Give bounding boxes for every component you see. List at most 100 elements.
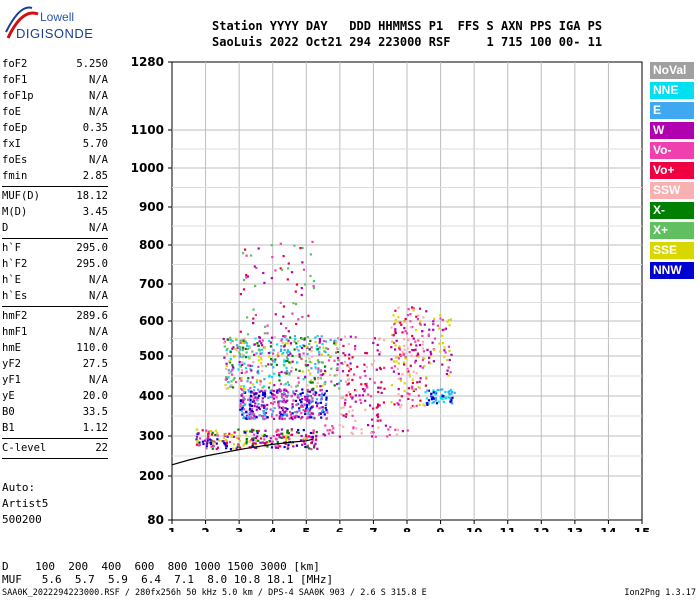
echo-point [242, 346, 245, 349]
echo-point [349, 368, 352, 371]
echo-point [240, 371, 243, 374]
echo-point [231, 386, 235, 389]
echo-point [439, 396, 442, 399]
echo-point [244, 371, 247, 375]
echo-point [432, 360, 435, 363]
echo-point [301, 398, 304, 401]
echo-point [285, 438, 288, 442]
echo-point [203, 439, 206, 442]
echo-point [257, 365, 260, 368]
echo-point [277, 351, 280, 354]
echo-point [392, 370, 395, 373]
echo-point [409, 406, 413, 409]
param-name: B0 [2, 406, 15, 418]
echo-point [286, 351, 289, 354]
echo-point [297, 396, 300, 399]
echo-point [242, 288, 246, 291]
echo-point [229, 342, 232, 345]
echo-point [394, 318, 397, 322]
echo-point [286, 359, 289, 362]
echo-point [294, 399, 298, 402]
echo-point [354, 345, 357, 348]
echo-point [241, 363, 244, 366]
echo-point [206, 438, 209, 441]
y-tick-label: 1000 [131, 161, 164, 175]
echo-point [256, 379, 259, 382]
echo-point [397, 306, 400, 309]
ionogram-svg: 1234567891011121314158020030040050060070… [131, 55, 651, 540]
echo-point [348, 365, 351, 368]
param-row: h`F 295.0 [2, 240, 108, 256]
echo-point [242, 388, 245, 391]
echo-point [249, 404, 252, 407]
echo-point [388, 433, 391, 437]
echo-point [372, 359, 376, 362]
echo-point [304, 436, 307, 440]
echo-point [238, 360, 241, 364]
echo-point [297, 318, 300, 321]
echo-point [230, 373, 234, 376]
echo-point [278, 388, 281, 391]
echo-point [254, 337, 257, 340]
echo-point [276, 389, 279, 392]
echo-point [345, 394, 348, 397]
echo-point [410, 354, 413, 357]
echo-point [238, 351, 241, 354]
echo-point [240, 377, 243, 380]
echo-point [313, 446, 316, 449]
echo-point [376, 349, 379, 352]
echo-point [450, 388, 453, 391]
echo-point [318, 347, 321, 350]
echo-point [290, 366, 293, 369]
echo-point [335, 374, 338, 377]
echo-point [331, 425, 334, 428]
file-info-footer: SAA0K_2022294223000.RSF / 280fx256h 50 k… [2, 588, 427, 598]
echo-point [359, 398, 362, 401]
echo-point [289, 411, 292, 414]
echo-point [406, 332, 409, 335]
echo-point [254, 442, 257, 445]
echo-point [305, 403, 309, 406]
echo-point [422, 316, 425, 319]
echo-point [336, 350, 339, 354]
echo-point [234, 348, 237, 351]
param-row: fmin 2.85 [2, 168, 108, 184]
echo-point [271, 396, 274, 399]
echo-point [271, 413, 274, 416]
echo-point [325, 395, 328, 398]
echo-point [295, 444, 298, 447]
legend-nne-entry: NNE [650, 82, 694, 99]
echo-point [321, 393, 324, 396]
echo-point [324, 365, 327, 368]
echo-point [248, 390, 251, 393]
echo-point [360, 428, 363, 431]
echo-point [266, 416, 269, 419]
echo-point [321, 343, 324, 346]
echo-point [394, 428, 397, 431]
echo-point [443, 328, 446, 331]
echo-point [312, 387, 315, 390]
echo-point [290, 271, 294, 274]
echo-point [333, 374, 336, 377]
echo-point [229, 357, 232, 361]
echo-point [307, 407, 310, 410]
echo-point [232, 346, 235, 349]
param-value: N/A [89, 326, 108, 338]
echo-point [259, 380, 262, 383]
echo-point [434, 397, 438, 400]
param-name: h`F [2, 242, 21, 254]
echo-point [304, 397, 307, 400]
echo-point [227, 386, 230, 390]
echo-point [278, 417, 281, 420]
echo-point [252, 389, 256, 392]
echo-point [248, 407, 252, 410]
echo-point [290, 428, 293, 431]
param-row: B0 33.5 [2, 404, 108, 420]
echo-point [261, 400, 264, 403]
echo-point [359, 376, 362, 379]
echo-point [275, 414, 278, 417]
echo-point [428, 356, 431, 359]
echo-point [278, 436, 281, 439]
echo-point [304, 283, 307, 286]
echo-point [390, 326, 393, 329]
